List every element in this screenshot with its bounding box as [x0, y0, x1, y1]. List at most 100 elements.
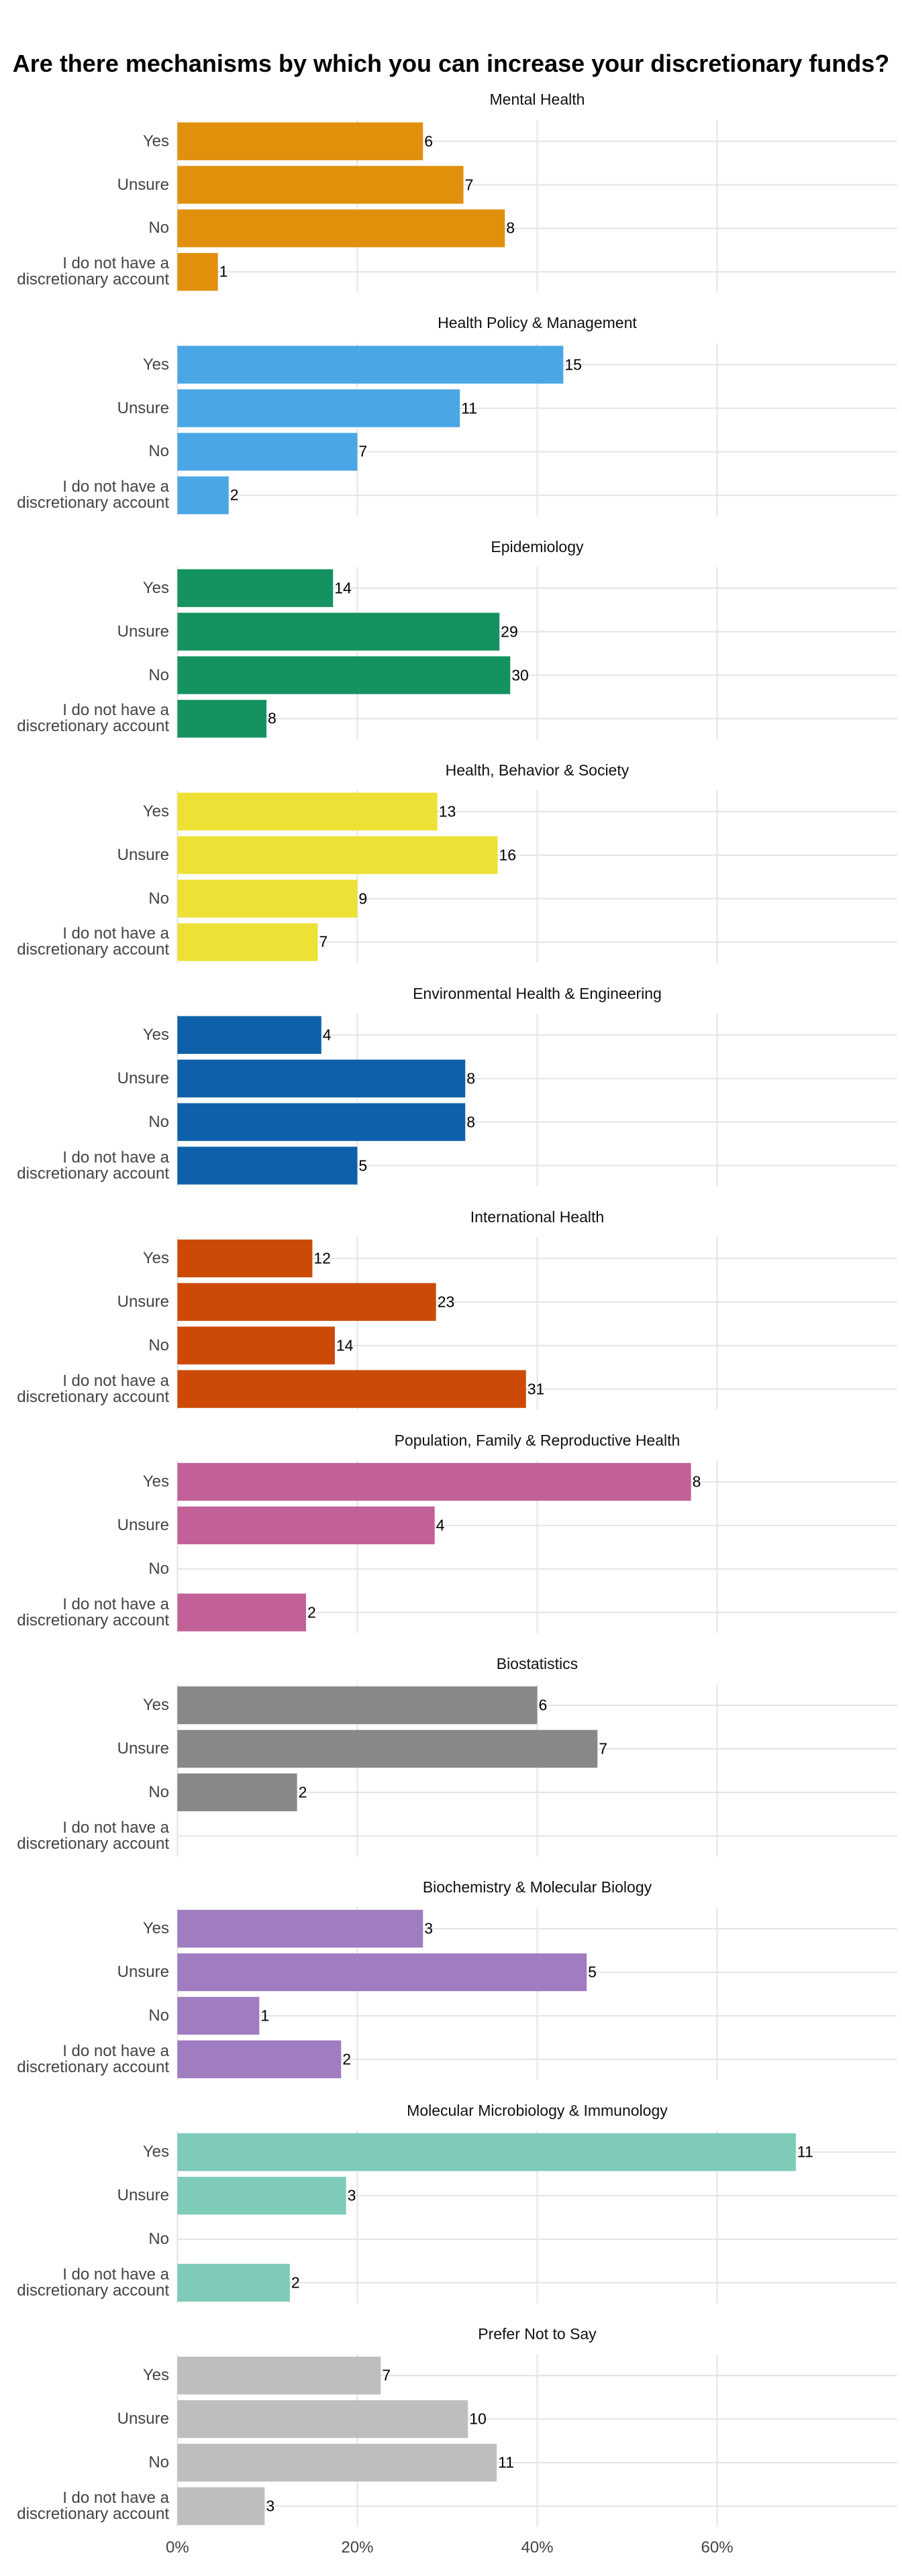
- value-label: 31: [527, 1380, 545, 1398]
- value-label: 7: [464, 176, 474, 193]
- bar: [177, 476, 229, 515]
- bar: [177, 1283, 436, 1321]
- category-label: I do not have a discretionary account: [17, 2041, 169, 2076]
- bar: [177, 1146, 358, 1185]
- value-label: 1: [219, 262, 228, 280]
- bar: [177, 923, 318, 961]
- category-label: Yes: [142, 1248, 169, 1267]
- bar: [177, 1593, 307, 1631]
- x-tick-label: 20%: [341, 2538, 374, 2557]
- panel-title: Biostatistics: [496, 1654, 579, 1672]
- category-label: Yes: [142, 355, 169, 374]
- category-label: Unsure: [117, 175, 169, 194]
- bar: [177, 1953, 587, 1992]
- bar: [177, 345, 564, 384]
- panel-title: Population, Family & Reproductive Health: [394, 1431, 681, 1449]
- category-label: I do not have a discretionary account: [17, 701, 169, 736]
- value-label: 3: [266, 2497, 275, 2515]
- value-label: 3: [424, 1919, 434, 1937]
- value-label: 16: [499, 846, 517, 864]
- value-label: 2: [291, 2273, 300, 2292]
- bar: [177, 1462, 691, 1501]
- value-label: 2: [307, 1603, 316, 1621]
- value-label: 8: [268, 709, 277, 727]
- bar: [177, 1996, 260, 2035]
- category-label: Unsure: [117, 1963, 169, 1981]
- value-label: 7: [599, 1739, 608, 1758]
- category-label: No: [148, 1559, 169, 1578]
- bar: [177, 1686, 538, 1725]
- value-label: 2: [230, 486, 239, 504]
- category-label: I do not have a discretionary account: [17, 1818, 169, 1853]
- category-label: Yes: [142, 131, 169, 150]
- value-label: 5: [588, 1963, 597, 1981]
- category-label: Unsure: [117, 1069, 169, 1087]
- bar: [177, 2263, 290, 2302]
- category-label: Yes: [142, 578, 169, 597]
- value-label: 8: [692, 1472, 701, 1491]
- category-label: No: [148, 219, 169, 237]
- value-label: 2: [342, 2050, 352, 2068]
- bar: [177, 2176, 346, 2215]
- value-label: 8: [466, 1069, 476, 1087]
- value-label: 8: [506, 219, 515, 237]
- bar: [177, 1909, 423, 1948]
- bar: [177, 122, 423, 160]
- bar: [177, 209, 505, 248]
- bar: [177, 2400, 468, 2438]
- value-label: 6: [538, 1696, 548, 1714]
- bar: [177, 1016, 321, 1055]
- value-label: 15: [564, 356, 582, 374]
- category-label: I do not have a discretionary account: [17, 1595, 169, 1629]
- panel-title: Prefer Not to Say: [478, 2325, 597, 2343]
- value-label: 13: [438, 802, 456, 820]
- category-label: No: [148, 1782, 169, 1801]
- category-label: No: [148, 2229, 169, 2248]
- value-label: 10: [469, 2410, 487, 2428]
- value-label: 4: [436, 1516, 445, 1534]
- value-label: 14: [336, 1336, 354, 1354]
- panel-title: Health, Behavior & Society: [445, 761, 630, 779]
- category-label: No: [148, 665, 169, 684]
- value-label: 23: [437, 1293, 455, 1311]
- category-label: Unsure: [117, 1739, 169, 1758]
- bar: [177, 1729, 598, 1768]
- category-label: No: [148, 1336, 169, 1354]
- category-label: Yes: [142, 2366, 169, 2385]
- bar: [177, 389, 460, 427]
- category-label: I do not have a discretionary account: [17, 1371, 169, 1406]
- value-label: 11: [461, 399, 478, 417]
- value-label: 1: [260, 2006, 270, 2025]
- bar: [177, 2443, 497, 2482]
- bar: [177, 1239, 313, 1278]
- category-label: Yes: [142, 1919, 169, 1938]
- value-label: 7: [319, 932, 328, 951]
- category-label: Yes: [142, 2143, 169, 2161]
- bar: [177, 836, 498, 874]
- value-label: 3: [347, 2186, 356, 2204]
- category-label: No: [148, 2006, 169, 2025]
- bar: [177, 1506, 435, 1545]
- value-label: 14: [334, 579, 352, 597]
- category-label: I do not have a discretionary account: [17, 1148, 169, 1183]
- bar: [177, 569, 334, 607]
- bar: [177, 1103, 466, 1141]
- value-label: 2: [298, 1783, 307, 1801]
- value-label: 7: [358, 442, 368, 460]
- value-label: 9: [358, 890, 368, 908]
- value-label: 29: [501, 623, 518, 641]
- category-label: Unsure: [117, 1292, 169, 1311]
- value-label: 5: [358, 1157, 368, 1175]
- bar: [177, 700, 267, 738]
- category-label: Unsure: [117, 2186, 169, 2205]
- category-label: Unsure: [117, 1515, 169, 1534]
- category-label: Yes: [142, 802, 169, 820]
- bar: [177, 433, 358, 471]
- bar: [177, 253, 218, 291]
- x-tick-label: 40%: [521, 2538, 554, 2557]
- value-label: 4: [322, 1026, 332, 1044]
- value-label: 11: [797, 2143, 813, 2161]
- bar: [177, 2487, 265, 2526]
